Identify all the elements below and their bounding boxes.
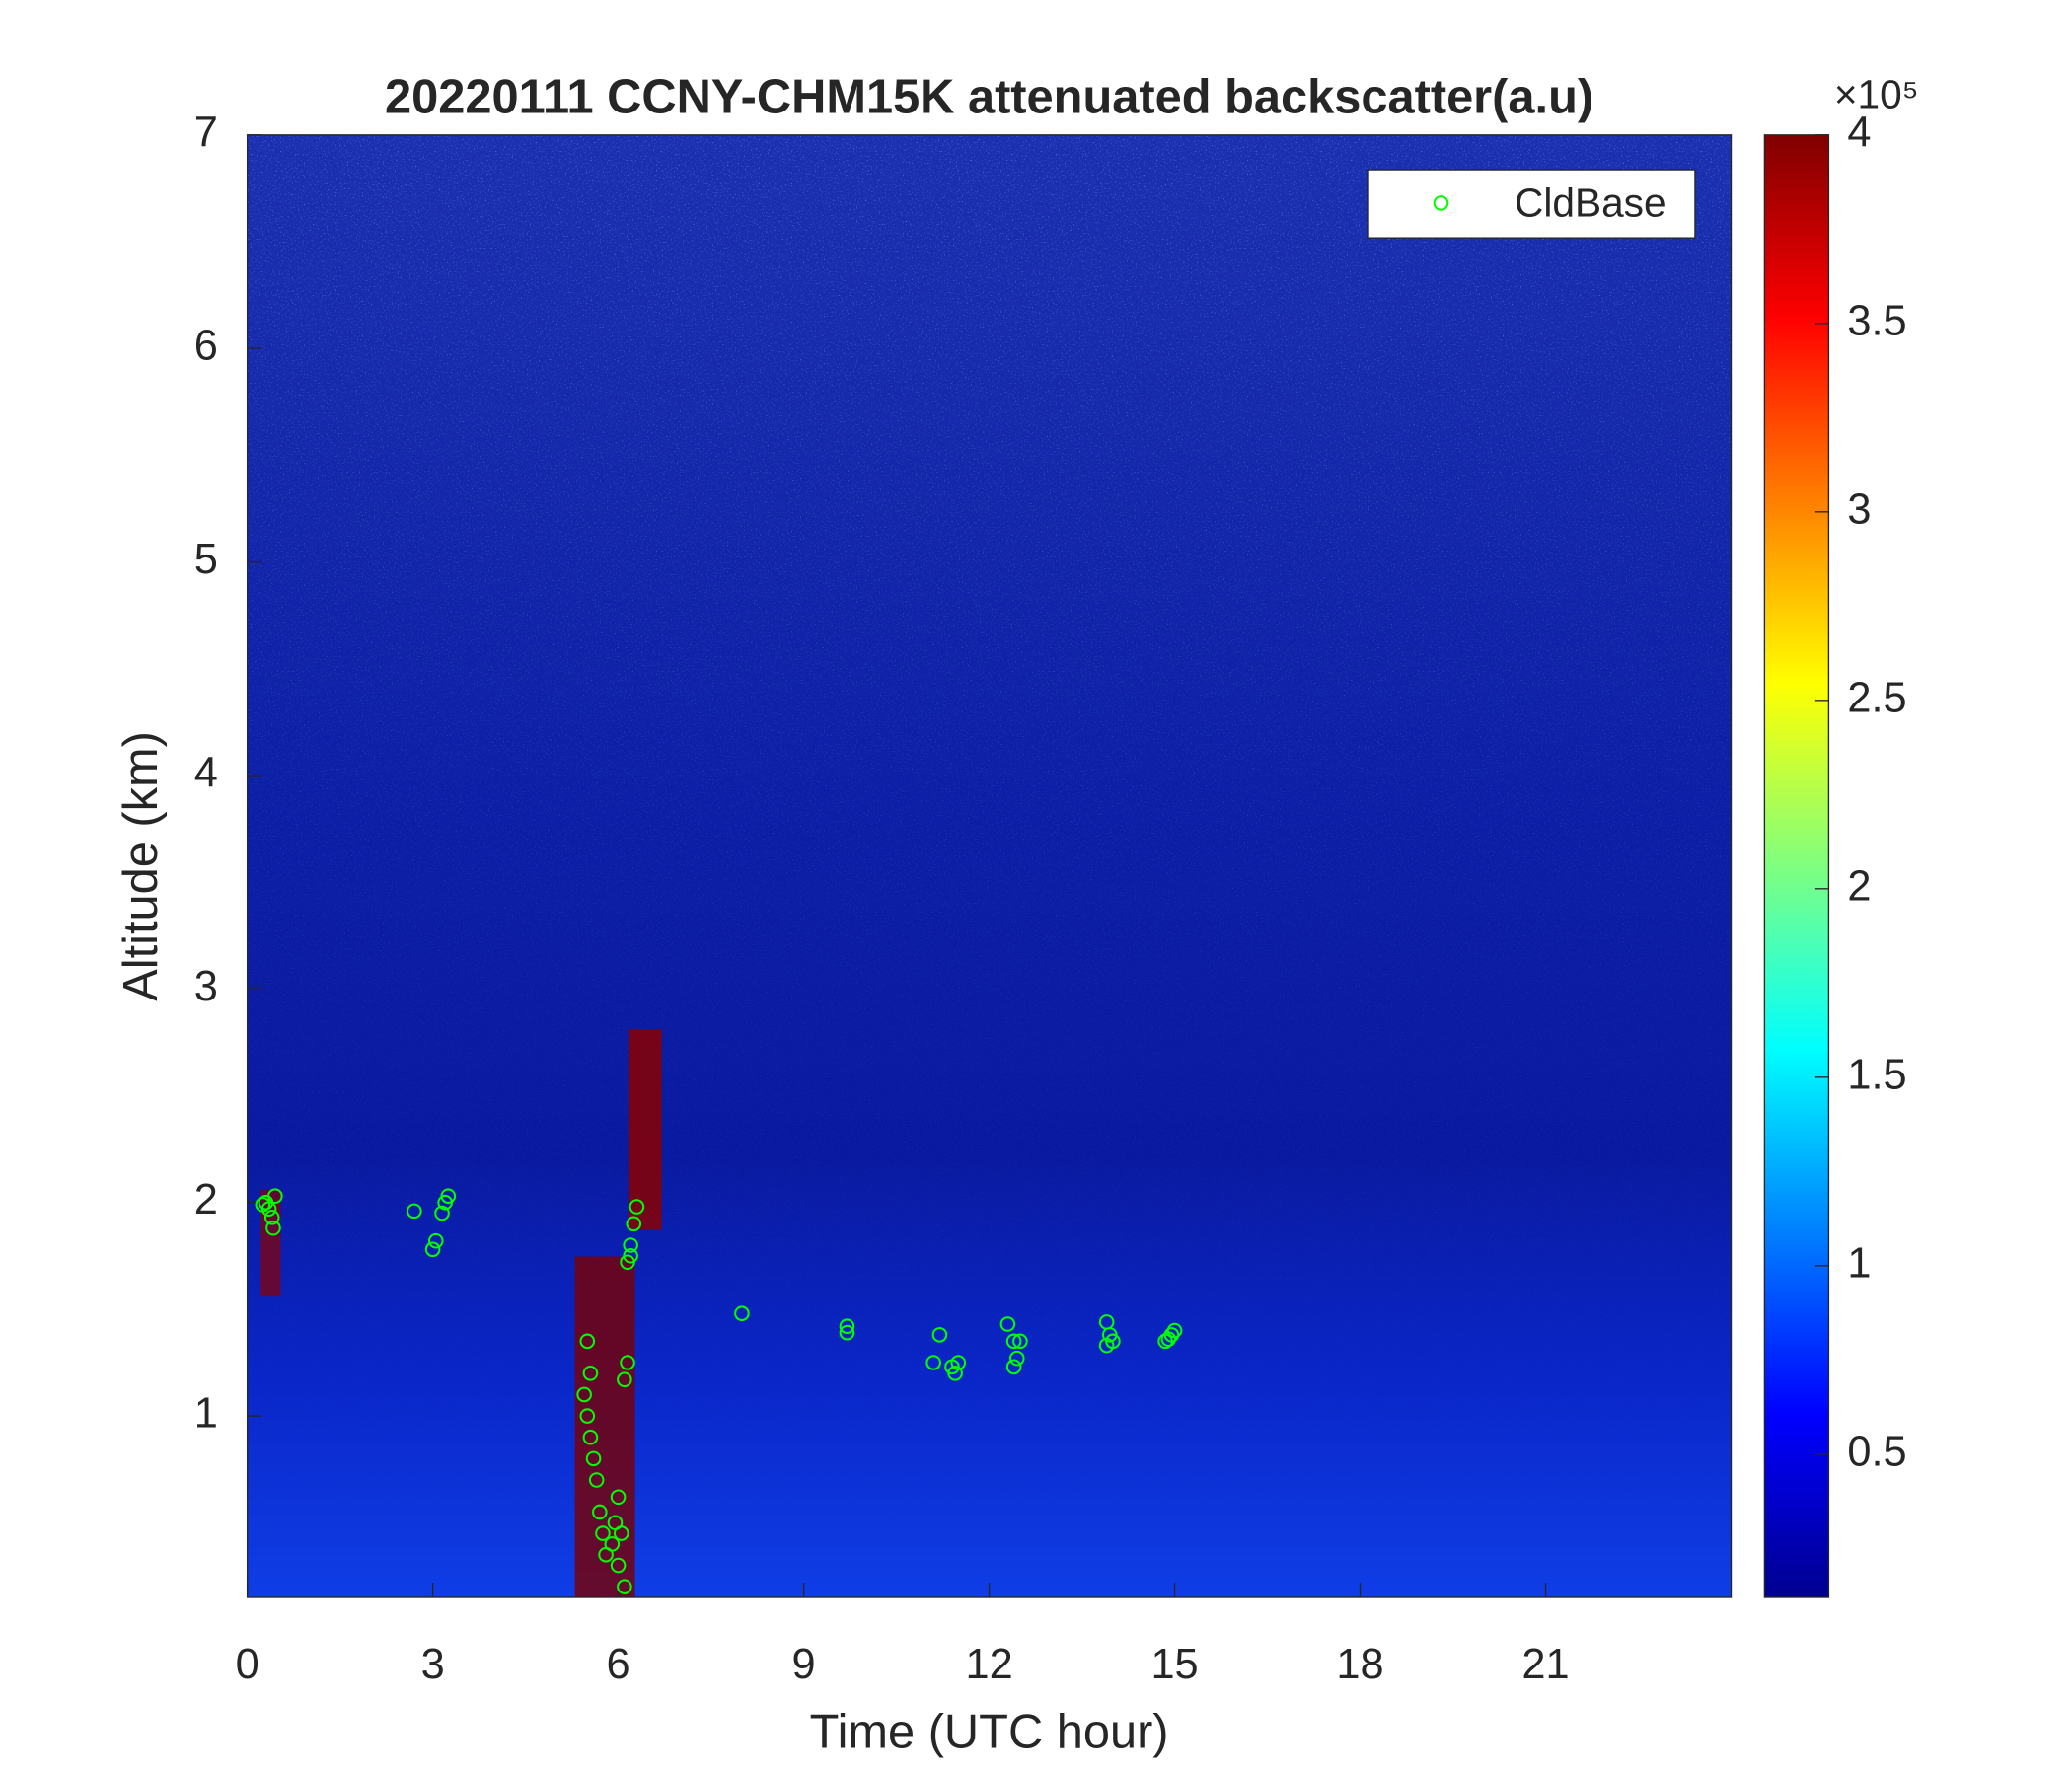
y-tick-label: 2: [194, 1176, 218, 1223]
legend-label: CldBase: [1515, 180, 1666, 225]
colorbar-tick-label: 0.5: [1847, 1428, 1906, 1475]
cloud-base-point: [1005, 1359, 1022, 1375]
cloud-base-point: [617, 1579, 632, 1594]
cloud-base-point: [585, 1450, 602, 1467]
colorbar-tick-label: 4: [1847, 109, 1871, 156]
colorbar-tick-label: 3.5: [1847, 297, 1906, 344]
y-tick-label: 5: [194, 536, 218, 583]
cloud-base-point: [620, 1355, 635, 1370]
cloud-base-point: [1163, 1327, 1180, 1343]
cloud-base-point: [610, 1557, 627, 1574]
cloud-base-point: [424, 1241, 441, 1258]
cloud-base-point: [427, 1232, 444, 1249]
cloud-base-point: [1105, 1333, 1121, 1350]
cloud-base-point: [595, 1525, 611, 1541]
x-tick-label: 3: [421, 1641, 445, 1688]
x-tick-label: 21: [1521, 1641, 1569, 1688]
cloud-base-point: [626, 1216, 642, 1232]
cloud-base-point: [265, 1220, 281, 1236]
x-tick-label: 0: [236, 1641, 259, 1688]
cloud-base-point: [1008, 1350, 1025, 1367]
y-tick-label: 1: [194, 1390, 218, 1438]
cloud-base-point: [613, 1525, 629, 1541]
cloud-base-point: [610, 1489, 627, 1506]
cloud-base-point: [263, 1210, 280, 1225]
colorbar-tick-label: 1: [1847, 1239, 1871, 1287]
cloud-base-point: [623, 1248, 638, 1264]
x-tick-label: 15: [1150, 1641, 1198, 1688]
y-tick-label: 7: [194, 109, 218, 156]
colorbar: [1763, 134, 1830, 1598]
cloud-base-point: [629, 1199, 645, 1215]
cloud-base-point: [623, 1237, 638, 1253]
cloud-base-point: [925, 1355, 941, 1370]
x-tick-label: 18: [1336, 1641, 1383, 1688]
cloud-base-point: [582, 1429, 599, 1445]
cloud-base-point: [582, 1366, 599, 1381]
cloud-base-point: [950, 1355, 967, 1370]
cloud-base-point: [604, 1536, 621, 1552]
colorbar-tick-label: 2.5: [1847, 674, 1906, 721]
x-tick-label: 12: [965, 1641, 1012, 1688]
colorbar-ticks: 0.5 1 1.5 2 2.5 3 3.5 4: [1814, 109, 1907, 1475]
y-tick-label: 6: [194, 323, 218, 370]
cloud-base-point: [440, 1188, 457, 1205]
cloud-base-point: [592, 1504, 608, 1520]
cloud-base-point: [931, 1327, 948, 1343]
cloud-base-point: [839, 1324, 855, 1341]
scatter-points: [255, 1188, 1183, 1594]
cloud-base-point: [576, 1386, 592, 1403]
cloud-base-point: [1166, 1322, 1183, 1339]
cloud-base-point: [579, 1333, 596, 1350]
cloud-base-point: [999, 1316, 1016, 1332]
cloud-base-point: [1005, 1333, 1022, 1350]
cloud-base-point: [434, 1205, 450, 1221]
cloud-base-point: [407, 1203, 422, 1220]
y-tick-label: 4: [194, 749, 218, 796]
legend: CldBase: [1367, 169, 1696, 239]
cloud-base-point: [1012, 1333, 1028, 1350]
cloud-base-point: [839, 1318, 855, 1334]
cloud-base-point: [734, 1305, 750, 1322]
cloud-base-point: [617, 1371, 632, 1388]
colorbar-tick-label: 1.5: [1847, 1051, 1906, 1098]
colorbar-tick-label: 2: [1847, 862, 1871, 910]
x-tick-label: 9: [792, 1641, 816, 1688]
x-tick-label: 6: [607, 1641, 630, 1688]
colorbar-tick-label: 3: [1847, 485, 1871, 533]
heatmap-background: [247, 134, 1732, 1597]
legend-box: [1367, 169, 1696, 239]
cloud-base-point: [260, 1201, 277, 1217]
colorbar-exponent: ×10⁵: [1834, 72, 1919, 117]
chart-title: 20220111 CCNY-CHM15K attenuated backscat…: [385, 71, 1593, 124]
x-axis-label: Time (UTC hour): [810, 1705, 1169, 1758]
y-axis-label: Altitude (km): [114, 731, 168, 1001]
cloud-base-point: [579, 1408, 596, 1424]
cloud-base-point: [588, 1472, 605, 1488]
cloud-base-point: [947, 1366, 963, 1381]
y-tick-label: 3: [194, 963, 218, 1010]
cloud-base-point: [267, 1188, 283, 1205]
legend-marker: [1433, 195, 1449, 211]
